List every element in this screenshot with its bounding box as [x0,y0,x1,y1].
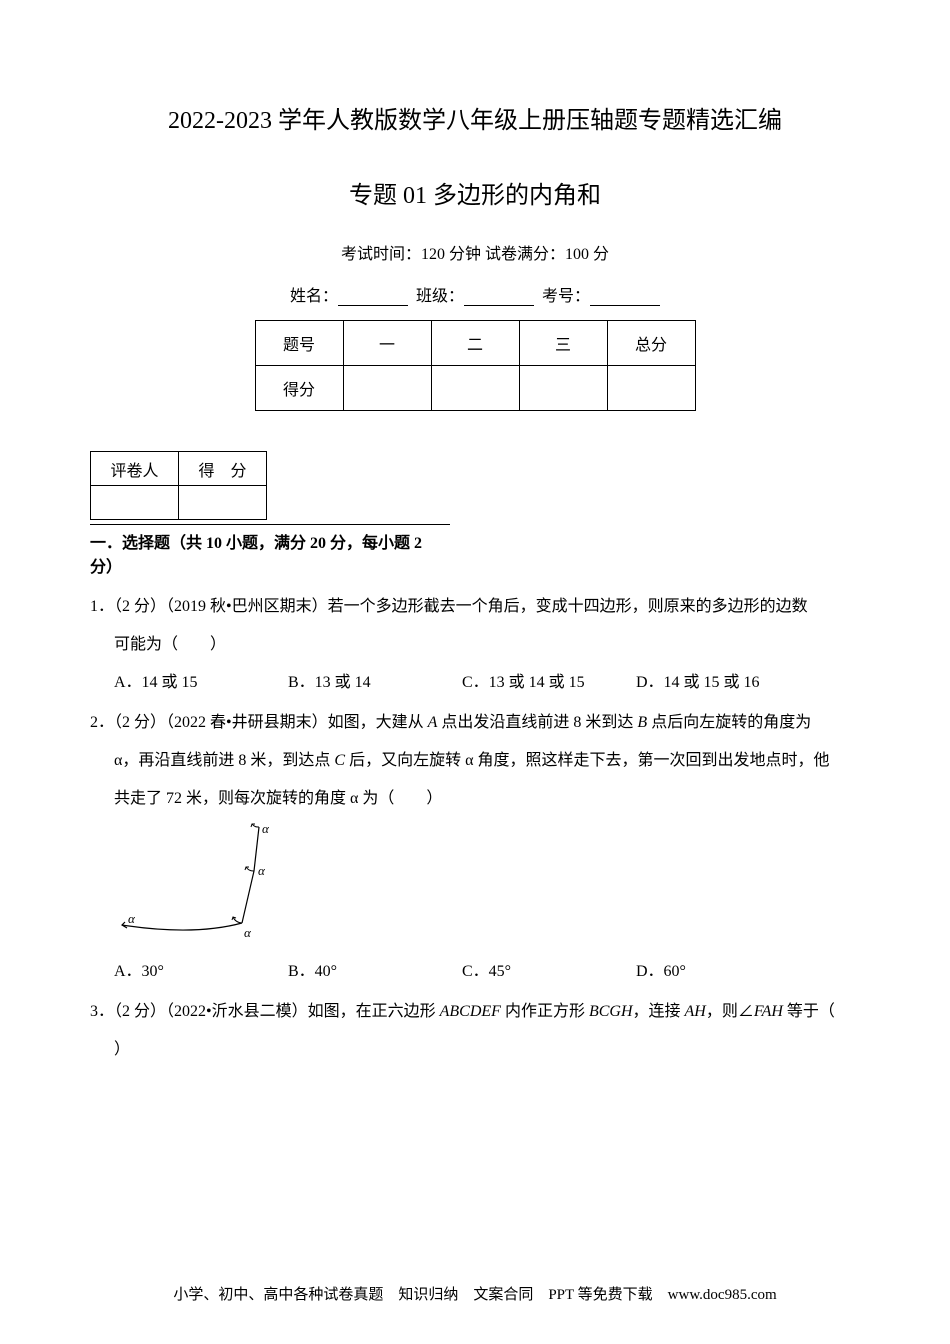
question-3: 3．（2 分）（2022•沂水县二模）如图，在正六边形 ABCDEF 内作正方形… [90,996,860,1028]
row-label-cell: 得分 [255,366,343,411]
grader-table: 评卷人 得 分 [90,451,267,520]
q2-stem-d: α，再沿直线前进 8 米，到达点 [114,752,334,769]
score-blank [179,486,267,520]
class-label: 班级： [416,288,464,305]
alpha-label-4: α [262,821,270,836]
q1-opt-b: B．13 或 14 [288,667,458,699]
table-row: 评卷人 得 分 [91,452,267,486]
header-cell: 一 [343,321,431,366]
q2-diagram: α α α α [114,821,860,946]
score-cell [519,366,607,411]
main-title: 2022-2023 学年人教版数学八年级上册压轴题专题精选汇编 [90,100,860,135]
alpha-label-2: α [244,925,252,940]
q2-opt-a: A．30° [114,956,284,988]
point-c: C [334,752,345,769]
score-label: 得 分 [179,452,267,486]
header-cell: 题号 [255,321,343,366]
table-row: 题号 一 二 三 总分 [255,321,695,366]
alpha-label-3: α [258,863,266,878]
page-footer: 小学、初中、高中各种试卷真题 知识归纳 文案合同 PPT 等免费下载 www.d… [0,1283,950,1304]
alpha-label-1: α [128,911,136,926]
header-cell: 二 [431,321,519,366]
score-table: 题号 一 二 三 总分 得分 [255,320,696,411]
question-2: 2．（2 分）（2022 春•井研县期末）如图，大建从 A 点出发沿直线前进 8… [90,707,860,739]
question-2-cont2: 共走了 72 米，则每次旋转的角度 α 为（ ） [90,783,860,815]
table-row [91,486,267,520]
q3-stem-e: 等于（ [783,1003,851,1020]
q2-stem-b: 点出发沿直线前进 8 米到达 [437,714,637,731]
student-blanks: 姓名： 班级： 考号： [90,282,860,306]
q1-stem-b: 可能为（ ） [114,636,226,653]
seg-1 [242,871,254,923]
q1-stem-a: 1．（2 分）（2019 秋•巴州区期末）若一个多边形截去一个角后，变成十四边形… [90,598,808,615]
q2-stem-a: 2．（2 分）（2022 春•井研县期末）如图，大建从 [90,714,428,731]
q3-stem-b: 内作正方形 [501,1003,589,1020]
question-1: 1．（2 分）（2019 秋•巴州区期末）若一个多边形截去一个角后，变成十四边形… [90,591,860,623]
q3-stem-a: 3．（2 分）（2022•沂水县二模）如图，在正六边形 [90,1003,440,1020]
q2-opt-c: C．45° [462,956,632,988]
q3-bcgh: BCGH [589,1003,633,1020]
q2-stem-c: 点后向左旋转的角度为 [647,714,811,731]
header-cell: 总分 [607,321,695,366]
q2-options: A．30° B．40° C．45° D．60° [90,956,860,988]
question-1-cont: 可能为（ ） [90,629,860,661]
q2-opt-b: B．40° [288,956,458,988]
point-b: B [637,714,647,731]
q1-opt-c: C．13 或 14 或 15 [462,667,632,699]
q3-stem-d: ，则∠ [706,1003,754,1020]
score-cell [343,366,431,411]
q2-opt-d: D．60° [636,956,806,988]
class-blank [464,290,534,306]
question-2-cont1: α，再沿直线前进 8 米，到达点 C 后，又向左旋转 α 角度，照这样走下去，第… [90,745,860,777]
q2-stem-f: 共走了 72 米，则每次旋转的角度 α 为（ ） [114,790,442,807]
question-3-cont: ） [90,1034,860,1066]
angle-arc-2 [246,867,254,871]
score-cell [431,366,519,411]
q1-opt-a: A．14 或 15 [114,667,284,699]
name-label: 姓名： [290,288,338,305]
grader-label: 评卷人 [91,452,179,486]
q3-ah: AH [685,1003,706,1020]
q3-abcdef: ABCDEF [440,1003,501,1020]
q2-svg: α α α α [114,821,294,941]
q2-stem-e: 后，又向左旋转 α 角度，照这样走下去，第一次回到出发地点时，他 [345,752,829,769]
id-label: 考号： [542,288,590,305]
table-row: 得分 [255,366,695,411]
score-cell [607,366,695,411]
q3-fah: FAH [754,1003,783,1020]
point-a: A [428,714,438,731]
q3-stem-c: ，连接 [633,1003,685,1020]
id-blank [590,290,660,306]
base-curve [122,923,242,930]
grader-blank [91,486,179,520]
q1-opt-d: D．14 或 15 或 16 [636,667,806,699]
exam-info: 考试时间：120 分钟 试卷满分：100 分 [90,240,860,264]
name-blank [338,290,408,306]
section-1-header: 一．选择题（共 10 小题，满分 20 分，每小题 2 分） [90,524,450,577]
q1-options: A．14 或 15 B．13 或 14 C．13 或 14 或 15 D．14 … [90,667,860,699]
subtitle: 专题 01 多边形的内角和 [90,175,860,210]
q3-stem-f: ） [114,1041,130,1058]
header-cell: 三 [519,321,607,366]
